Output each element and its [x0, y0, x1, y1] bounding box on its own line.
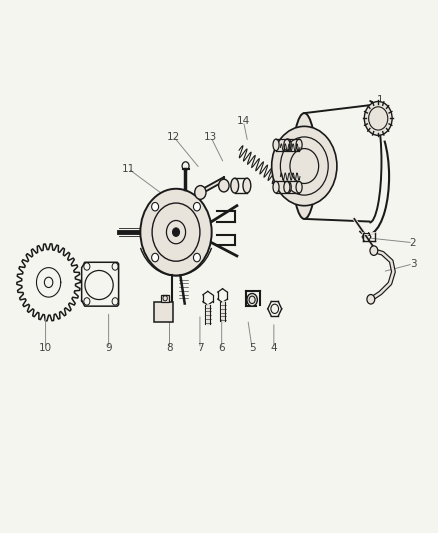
Ellipse shape: [230, 178, 238, 193]
Ellipse shape: [295, 181, 301, 193]
Text: 9: 9: [105, 343, 112, 353]
Text: 6: 6: [218, 343, 224, 353]
Text: 12: 12: [167, 132, 180, 142]
Ellipse shape: [283, 139, 289, 151]
Circle shape: [271, 126, 336, 206]
Ellipse shape: [285, 181, 290, 193]
Circle shape: [193, 203, 200, 211]
Ellipse shape: [295, 139, 301, 151]
Circle shape: [193, 253, 200, 262]
Bar: [154, 302, 172, 322]
Circle shape: [140, 189, 211, 276]
Text: 10: 10: [39, 343, 52, 353]
Text: 5: 5: [248, 343, 255, 353]
Circle shape: [218, 179, 229, 192]
Text: 3: 3: [409, 259, 415, 269]
Text: 7: 7: [196, 343, 203, 353]
Circle shape: [364, 101, 391, 135]
Ellipse shape: [242, 178, 250, 193]
Text: 8: 8: [166, 343, 173, 353]
Circle shape: [369, 246, 377, 255]
Ellipse shape: [272, 139, 279, 151]
Text: 1: 1: [376, 95, 383, 105]
Circle shape: [151, 253, 158, 262]
Ellipse shape: [272, 181, 279, 193]
Ellipse shape: [283, 181, 289, 193]
Circle shape: [172, 228, 179, 236]
Circle shape: [194, 185, 205, 199]
Ellipse shape: [285, 139, 290, 151]
Text: 11: 11: [121, 164, 134, 174]
Circle shape: [151, 203, 158, 211]
Bar: [160, 295, 169, 302]
Ellipse shape: [292, 113, 315, 219]
Circle shape: [366, 295, 374, 304]
Text: 13: 13: [204, 132, 217, 142]
Text: 2: 2: [409, 238, 415, 248]
Text: 4: 4: [270, 343, 276, 353]
Text: 14: 14: [236, 116, 250, 126]
Circle shape: [246, 294, 257, 306]
